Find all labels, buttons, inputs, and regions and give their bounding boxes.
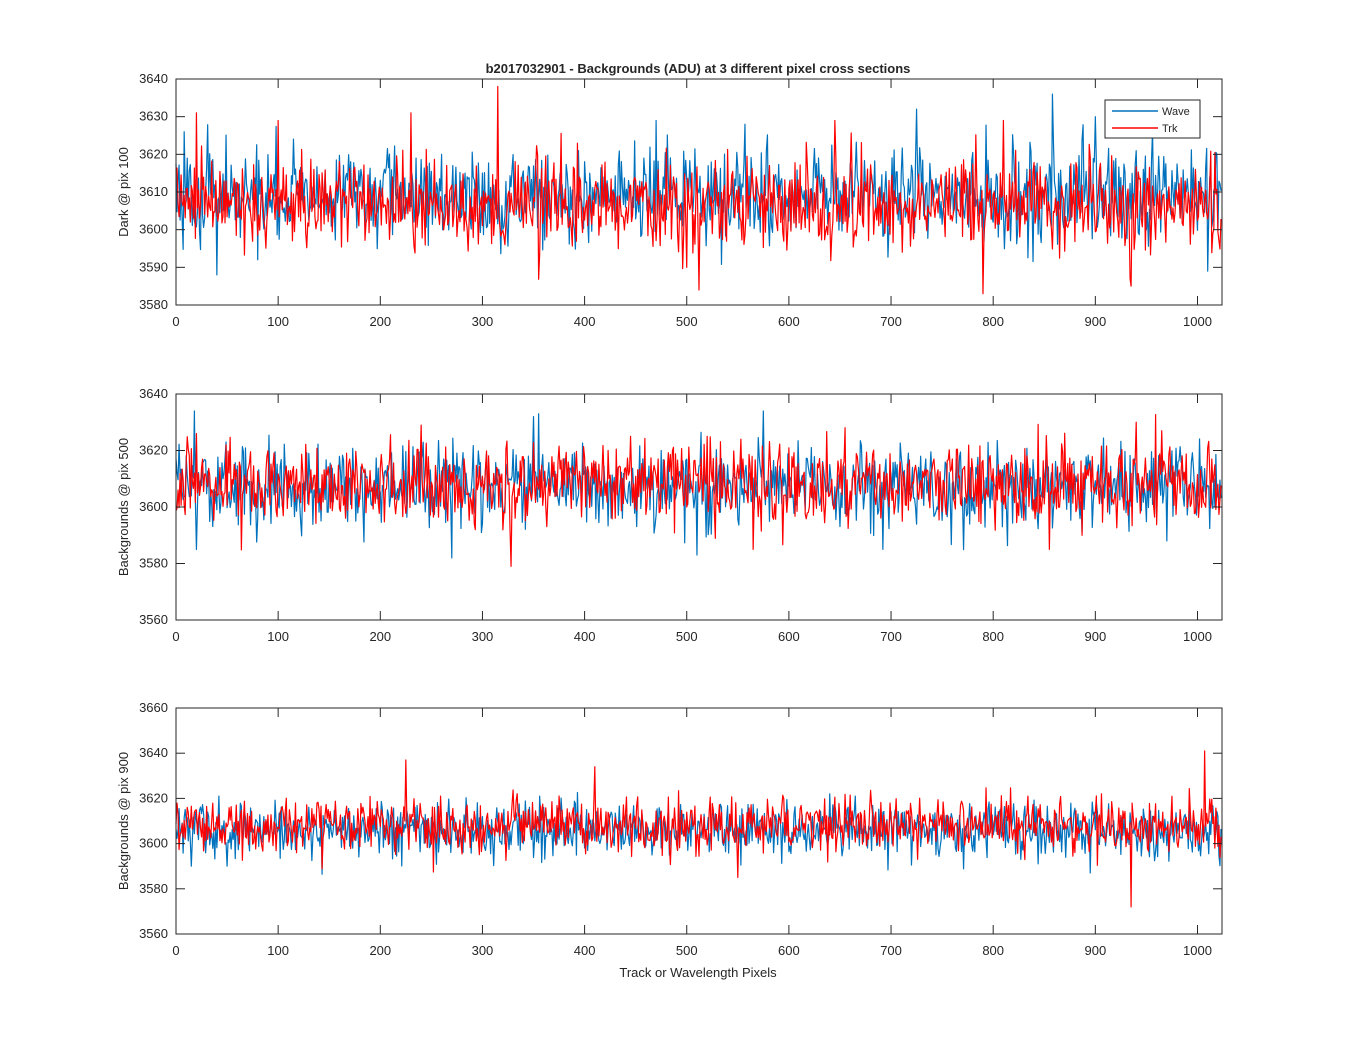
y-tick-label: 3610 bbox=[139, 184, 168, 199]
y-tick-label: 3580 bbox=[139, 297, 168, 312]
subplot-3: 0 100 200 300 400 500 600 700 800 900 1000 3560 3580… bbox=[116, 700, 1223, 958]
x-tick-label: 200 bbox=[369, 629, 391, 644]
series-line-trk bbox=[175, 750, 1222, 908]
x-tick-label: 700 bbox=[880, 943, 902, 958]
x-tick-label: 600 bbox=[778, 314, 800, 329]
x-tick-label: 500 bbox=[676, 314, 698, 329]
y-tick-label: 3580 bbox=[139, 556, 168, 571]
x-tick-label: 700 bbox=[880, 629, 902, 644]
x-tick-label: 100 bbox=[267, 943, 289, 958]
x-tick-label: 0 bbox=[172, 943, 179, 958]
y-tick-label: 3590 bbox=[139, 259, 168, 274]
x-axis-label: Track or Wavelength Pixels bbox=[619, 965, 777, 980]
x-tick-label: 0 bbox=[172, 314, 179, 329]
y-tick-label: 3660 bbox=[139, 700, 168, 715]
x-tick-label: 500 bbox=[676, 629, 698, 644]
y-tick-label: 3640 bbox=[139, 71, 168, 86]
x-tick-label: 400 bbox=[574, 629, 596, 644]
chart-title: b2017032901 - Backgrounds (ADU) at 3 dif… bbox=[486, 61, 911, 76]
series-line-trk bbox=[175, 85, 1222, 295]
x-tick-label: 400 bbox=[574, 943, 596, 958]
axes-box bbox=[175, 707, 1223, 935]
y-tick-label: 3620 bbox=[139, 146, 168, 161]
y-tick-label: 3620 bbox=[139, 443, 168, 458]
x-tick-label: 0 bbox=[172, 629, 179, 644]
x-tick-label: 700 bbox=[880, 314, 902, 329]
y-tick-label: 3600 bbox=[139, 836, 168, 851]
subplot-1: 0 100 200 300 400 500 600 700 800 900 1000 3580 3590… bbox=[116, 71, 1223, 329]
y-tick-label: 3580 bbox=[139, 881, 168, 896]
y-axis-label: Backgrounds @ pix 900 bbox=[116, 752, 131, 890]
x-tick-label: 100 bbox=[267, 629, 289, 644]
x-tick-label: 300 bbox=[472, 314, 494, 329]
legend-label-wave: Wave bbox=[1162, 106, 1190, 118]
legend-box bbox=[1104, 99, 1201, 139]
x-tick-label: 400 bbox=[574, 314, 596, 329]
x-tick-label: 300 bbox=[472, 943, 494, 958]
y-axis-label: Dark @ pix 100 bbox=[116, 147, 131, 237]
x-tick-label: 200 bbox=[369, 943, 391, 958]
x-tick-label: 900 bbox=[1084, 629, 1106, 644]
y-tick-label: 3640 bbox=[139, 386, 168, 401]
legend-label-trk: Trk bbox=[1162, 123, 1178, 135]
series-line-wave bbox=[175, 410, 1222, 559]
x-tick-label: 800 bbox=[982, 314, 1004, 329]
subplot-2: 0 100 200 300 400 500 600 700 800 900 1000 3560 3580… bbox=[116, 386, 1223, 644]
x-tick-label: 800 bbox=[982, 629, 1004, 644]
x-tick-label: 900 bbox=[1084, 943, 1106, 958]
x-tick-label: 600 bbox=[778, 943, 800, 958]
y-tick-label: 3620 bbox=[139, 790, 168, 805]
x-tick-label: 800 bbox=[982, 943, 1004, 958]
x-tick-label: 600 bbox=[778, 629, 800, 644]
y-tick-label: 3640 bbox=[139, 745, 168, 760]
x-tick-label: 500 bbox=[676, 943, 698, 958]
y-tick-label: 3600 bbox=[139, 222, 168, 237]
y-axis-label: Backgrounds @ pix 500 bbox=[116, 438, 131, 576]
series-line-trk bbox=[175, 414, 1222, 567]
y-tick-label: 3560 bbox=[139, 612, 168, 627]
x-tick-label: 900 bbox=[1084, 314, 1106, 329]
y-tick-label: 3630 bbox=[139, 109, 168, 124]
y-tick-label: 3560 bbox=[139, 926, 168, 941]
legend: Wave Trk bbox=[1104, 99, 1201, 139]
x-tick-label: 1000 bbox=[1183, 943, 1212, 958]
subplots: 0 100 200 300 400 500 600 700 800 900 100035803590… bbox=[116, 71, 1223, 958]
x-tick-label: 300 bbox=[472, 629, 494, 644]
x-tick-label: 1000 bbox=[1183, 629, 1212, 644]
x-tick-label: 1000 bbox=[1183, 314, 1212, 329]
x-tick-label: 200 bbox=[369, 314, 391, 329]
x-tick-label: 100 bbox=[267, 314, 289, 329]
y-tick-label: 3600 bbox=[139, 499, 168, 514]
